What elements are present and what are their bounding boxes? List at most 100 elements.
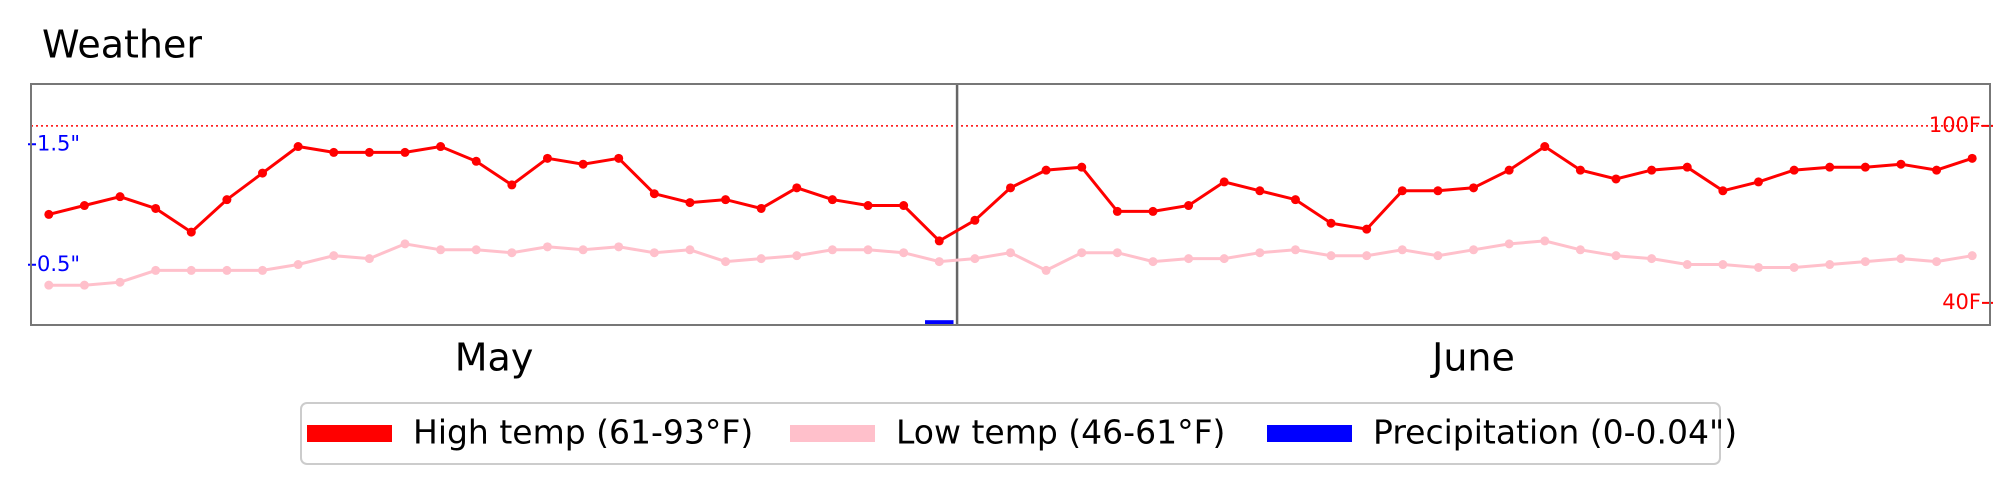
temp-point bbox=[1184, 254, 1194, 264]
temp-point bbox=[1932, 257, 1942, 267]
temp-point bbox=[1825, 162, 1835, 172]
temp-point bbox=[1469, 245, 1479, 255]
temp-point bbox=[792, 251, 802, 261]
temp-point bbox=[1611, 251, 1621, 261]
temp-point bbox=[863, 245, 873, 255]
temp-point bbox=[685, 198, 695, 208]
y-tick-label: 1.5" bbox=[37, 131, 80, 155]
temp-point bbox=[364, 147, 374, 157]
temp-point bbox=[436, 142, 446, 152]
temp-point bbox=[222, 195, 232, 205]
temp-point bbox=[970, 215, 980, 225]
plot-frame bbox=[30, 83, 1991, 326]
temp-point bbox=[1504, 239, 1514, 249]
temp-point bbox=[1504, 165, 1514, 175]
precip-bar bbox=[925, 320, 954, 325]
temp-point bbox=[471, 245, 481, 255]
temp-point bbox=[1362, 251, 1372, 261]
temp-point bbox=[1112, 206, 1122, 216]
temp-point bbox=[1397, 186, 1407, 196]
temp-point bbox=[1290, 195, 1300, 205]
temp-point bbox=[507, 180, 517, 190]
legend-label: Low temp (46-61°F) bbox=[896, 413, 1225, 452]
temp-point bbox=[1006, 248, 1015, 258]
temp-point bbox=[1041, 165, 1051, 175]
temp-point bbox=[756, 203, 766, 213]
temp-point bbox=[1896, 254, 1906, 264]
temp-point bbox=[1718, 186, 1728, 196]
temp-point bbox=[1896, 159, 1906, 169]
temp-point bbox=[1219, 254, 1229, 264]
temp-point bbox=[721, 257, 731, 267]
temp-point bbox=[186, 227, 196, 237]
temp-point bbox=[721, 195, 731, 205]
temp-point bbox=[258, 265, 268, 275]
legend-swatch bbox=[307, 425, 392, 442]
temp-point bbox=[471, 156, 481, 166]
y-tick-label: 0.5" bbox=[37, 252, 80, 276]
temp-point bbox=[151, 203, 161, 213]
temp-point bbox=[1255, 248, 1265, 258]
temp-point bbox=[1326, 218, 1336, 228]
y2-tick-label: 100F bbox=[1929, 113, 1981, 137]
temp-point bbox=[293, 260, 303, 270]
temp-point bbox=[1433, 186, 1443, 196]
chart-title: Weather bbox=[42, 23, 202, 67]
temp-point bbox=[1932, 165, 1942, 175]
temp-point bbox=[1825, 260, 1835, 270]
month-label: June bbox=[1430, 336, 1515, 380]
temp-point bbox=[1326, 251, 1336, 261]
temp-point bbox=[1112, 248, 1122, 258]
temp-point bbox=[863, 201, 873, 211]
temp-point bbox=[1860, 162, 1870, 172]
temp-point bbox=[970, 254, 980, 264]
temp-point bbox=[400, 239, 410, 249]
temp-point bbox=[258, 168, 268, 178]
temp-point bbox=[1967, 153, 1977, 163]
temp-point bbox=[578, 159, 588, 169]
temp-point bbox=[1540, 142, 1550, 152]
temp-point bbox=[1575, 165, 1585, 175]
temp-point bbox=[1647, 254, 1657, 264]
temp-point bbox=[649, 248, 659, 258]
temp-point bbox=[542, 153, 552, 163]
temp-point bbox=[1006, 183, 1015, 193]
temp-point bbox=[364, 254, 374, 264]
temp-point bbox=[1860, 257, 1870, 267]
temp-point bbox=[827, 245, 837, 255]
temp-point bbox=[1575, 245, 1585, 255]
temp-point bbox=[1753, 177, 1763, 187]
temp-point bbox=[1077, 162, 1087, 172]
y2-tick-label: 40F bbox=[1942, 290, 1981, 314]
legend-box bbox=[300, 402, 1721, 465]
temp-point bbox=[899, 248, 909, 258]
legend-swatch bbox=[1267, 425, 1352, 442]
month-label: May bbox=[455, 336, 534, 380]
temp-point bbox=[649, 189, 659, 199]
temp-point bbox=[400, 147, 410, 157]
temp-point bbox=[293, 142, 303, 152]
temp-point bbox=[756, 254, 766, 264]
temp-point bbox=[115, 192, 125, 202]
temp-point bbox=[115, 277, 125, 287]
temp-point bbox=[79, 201, 89, 211]
temp-point bbox=[1433, 251, 1443, 261]
temp-point bbox=[614, 242, 624, 252]
temp-point bbox=[222, 265, 232, 275]
temp-point bbox=[1789, 165, 1799, 175]
temp-point bbox=[792, 183, 802, 193]
temp-point bbox=[151, 265, 161, 275]
legend-swatch bbox=[790, 425, 875, 442]
temp-point bbox=[934, 257, 944, 267]
temp-point bbox=[578, 245, 588, 255]
temp-point bbox=[899, 201, 909, 211]
temp-point bbox=[1718, 260, 1728, 270]
temp-point bbox=[614, 153, 624, 163]
temp-point bbox=[1397, 245, 1407, 255]
temp-point bbox=[1362, 224, 1372, 234]
temp-point bbox=[186, 265, 196, 275]
temp-point bbox=[827, 195, 837, 205]
temp-point bbox=[1041, 265, 1051, 275]
temp-point bbox=[79, 280, 89, 290]
